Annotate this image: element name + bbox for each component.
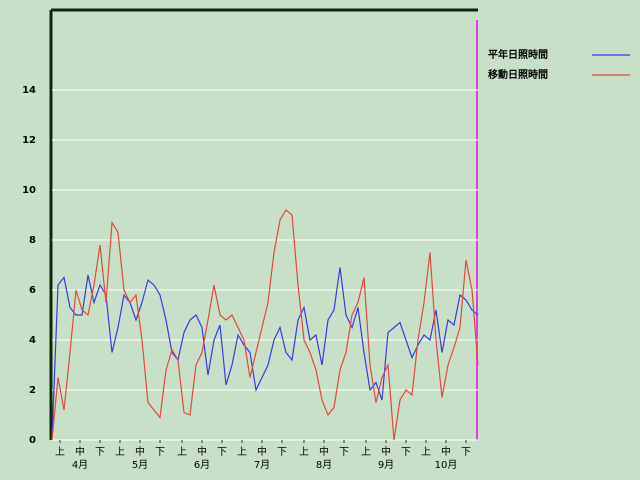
series-line	[51, 209, 479, 441]
x-tick-label: 上	[237, 446, 247, 458]
x-tick-label: 中	[75, 445, 85, 458]
legend-label: 移動日照時間	[488, 68, 548, 81]
month-label: 7月	[254, 459, 270, 471]
x-tick-label: 下	[277, 447, 287, 458]
month-label: 5月	[132, 459, 148, 471]
x-tick-label: 中	[197, 445, 207, 458]
y-tick-label: 12	[22, 135, 36, 146]
legend-label: 平年日照時間	[488, 48, 548, 61]
x-tick-label: 上	[55, 446, 65, 458]
month-label: 9月	[378, 459, 394, 471]
x-tick-label: 下	[95, 447, 105, 458]
x-tick-label: 下	[461, 447, 471, 458]
month-label: 8月	[316, 459, 332, 471]
month-label: 10月	[435, 459, 458, 471]
x-tick-label: 中	[381, 445, 391, 458]
x-tick-label: 中	[257, 445, 267, 458]
month-label: 6月	[194, 459, 210, 471]
month-label: 4月	[72, 459, 88, 471]
x-tick-label: 中	[135, 445, 145, 458]
y-tick-label: 2	[29, 385, 36, 396]
x-tick-label: 下	[155, 447, 165, 458]
y-tick-label: 14	[22, 85, 36, 96]
y-tick-label: 4	[29, 335, 36, 346]
x-tick-label: 上	[421, 446, 431, 458]
series-line	[51, 267, 479, 441]
x-tick-label: 上	[361, 446, 371, 458]
x-tick-label: 下	[217, 447, 227, 458]
x-tick-label: 上	[115, 446, 125, 458]
y-tick-label: 8	[29, 235, 36, 246]
y-tick-label: 10	[22, 185, 36, 196]
x-tick-label: 下	[401, 447, 411, 458]
x-tick-label: 上	[299, 446, 309, 458]
x-tick-label: 上	[177, 446, 187, 458]
x-tick-label: 中	[441, 445, 451, 458]
y-tick-label: 6	[29, 285, 36, 296]
y-tick-label: 0	[29, 435, 36, 446]
x-tick-label: 中	[319, 445, 329, 458]
x-tick-label: 下	[339, 447, 349, 458]
